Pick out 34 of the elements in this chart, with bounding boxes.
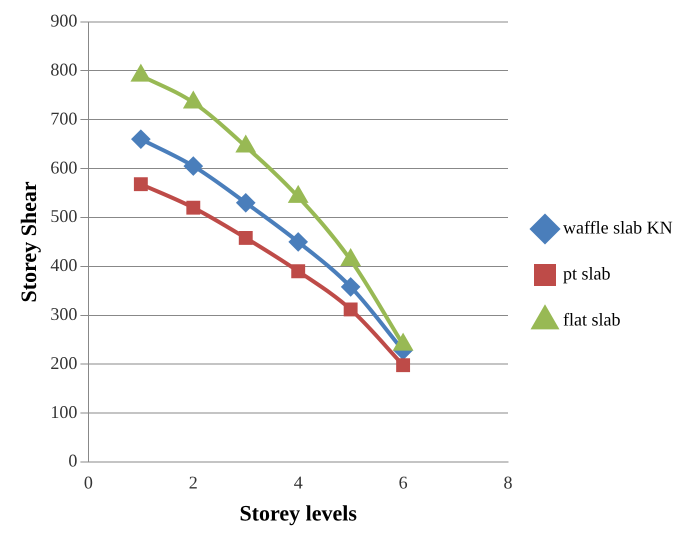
point (132, 66, 150, 82)
x-axis-title: Storey levels (239, 500, 358, 526)
y-tick-label: 100 (50, 402, 78, 422)
y-tick-label: 500 (50, 206, 78, 226)
legend-label: flat slab (563, 310, 620, 330)
point (396, 358, 410, 372)
point (134, 177, 148, 192)
legend-label: pt slab (563, 264, 610, 284)
point (344, 302, 358, 316)
y-tick-label: 300 (50, 304, 78, 324)
y-tick-label: 200 (50, 352, 78, 373)
legend-label: waffle slab KN (563, 218, 673, 238)
y-tick-label: 900 (50, 10, 78, 31)
y-tick-label: 800 (50, 59, 78, 80)
y-tick-label: 400 (50, 255, 78, 276)
point (342, 278, 360, 296)
point (291, 264, 306, 278)
y-tick-label: 0 (68, 450, 78, 471)
point (236, 136, 255, 153)
y-tick-label: 700 (50, 108, 78, 128)
point (238, 231, 253, 245)
x-tick-label: 2 (188, 472, 198, 493)
y-tick-label: 600 (50, 157, 78, 178)
x-tick-label: 6 (398, 472, 408, 493)
point (184, 92, 202, 109)
x-tick-label: 4 (294, 472, 303, 493)
point (184, 157, 202, 176)
x-tick-label: 0 (84, 472, 93, 493)
x-tick-label: 8 (504, 472, 512, 493)
point (289, 232, 308, 251)
point (186, 200, 200, 215)
point (132, 130, 150, 148)
y-axis-title: Storey Shear (16, 181, 41, 302)
point (236, 194, 255, 212)
